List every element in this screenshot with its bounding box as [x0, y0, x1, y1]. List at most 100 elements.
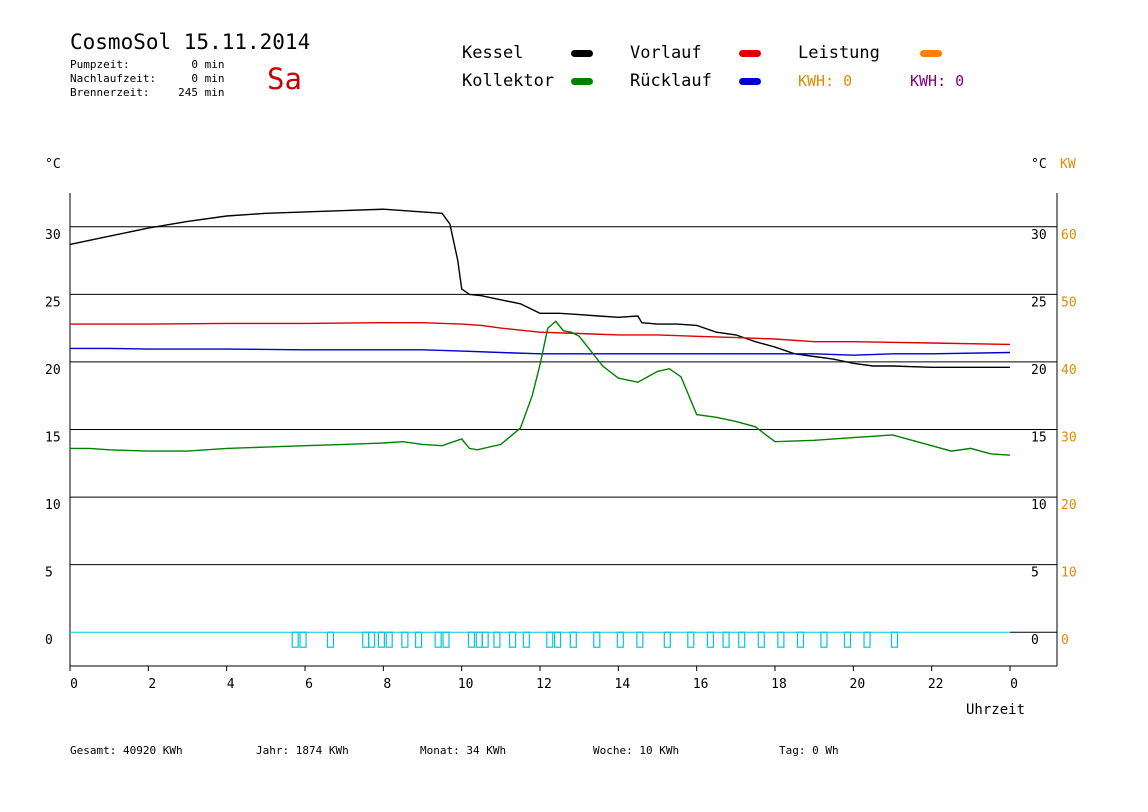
- series-lines: [69, 208, 1011, 456]
- pump-pulse: [481, 631, 489, 648]
- series-line-rcklauf: [70, 347, 1011, 356]
- y2-tick-label: 30: [1061, 431, 1077, 446]
- y2-tick-label: 10: [1061, 566, 1077, 581]
- x-tick-label: 20: [850, 677, 866, 692]
- pump-pulse: [706, 631, 714, 648]
- footer-label: Tag:: [779, 744, 806, 757]
- legend-leistung-label: Leistung: [798, 43, 880, 63]
- y-axis-label-right: °C: [1031, 157, 1047, 172]
- pump-pulse: [554, 631, 562, 648]
- pump-pulse: [663, 631, 671, 648]
- y-tick-label-right: 10: [1031, 498, 1047, 513]
- pump-pulse: [442, 631, 450, 648]
- stat-unit: min: [204, 86, 225, 99]
- pump-pulse: [616, 631, 624, 648]
- kwh-purple-readout: KWH: 0: [910, 72, 965, 90]
- pump-pulse: [434, 631, 442, 648]
- x-tick-label: 10: [458, 677, 474, 692]
- y-tick-label-right: 20: [1031, 363, 1047, 378]
- pump-pulse: [687, 631, 695, 648]
- series-line-vorlauf: [70, 322, 1011, 346]
- y-tick-label-left: 0: [45, 633, 53, 648]
- pump-pulse: [385, 631, 393, 648]
- stat-value: 0: [191, 58, 198, 71]
- stat-pumpzeit: Pumpzeit: 0 min: [70, 58, 225, 71]
- pump-pulse: [508, 631, 517, 648]
- x-tick-label: 18: [771, 677, 787, 692]
- pump-pulse: [777, 631, 785, 648]
- y-tick-label-right: 15: [1031, 431, 1047, 446]
- pump-pulse: [299, 631, 307, 648]
- x-tick-label: 6: [305, 677, 313, 692]
- chart-axes: [69, 193, 1058, 671]
- stat-label: Brennerzeit:: [70, 86, 150, 99]
- stat-value: 0: [191, 72, 198, 85]
- kwh-orange-readout: KWH: 0: [798, 72, 853, 90]
- y-tick-label-right: 30: [1031, 228, 1047, 243]
- pump-pulse: [843, 631, 852, 648]
- pump-pulse: [593, 631, 601, 648]
- legend-kollektor-label: Kollektor: [462, 71, 555, 91]
- pump-pulse: [291, 631, 299, 648]
- y-tick-label-right: 25: [1031, 295, 1047, 310]
- pump-pulse: [377, 631, 385, 648]
- footer-value: 1874 KWh: [295, 744, 349, 757]
- footer-value: 34 KWh: [466, 744, 507, 757]
- pump-pulse: [796, 631, 805, 648]
- x-tick-label: 0: [1010, 677, 1018, 692]
- y-tick-label-left: 20: [45, 363, 61, 378]
- footer-gesamt: Gesamt: 40920 KWh: [70, 744, 183, 757]
- pump-pulse: [362, 631, 370, 648]
- pump-pulse: [738, 631, 746, 648]
- chart-grid: [70, 226, 1057, 566]
- y-tick-label-right: 0: [1031, 633, 1039, 648]
- y-tick-label-left: 25: [45, 295, 61, 310]
- footer-label: Woche:: [593, 744, 633, 757]
- pump-pulse: [467, 631, 476, 648]
- footer-label: Gesamt:: [70, 744, 117, 757]
- footer-value: 0 Wh: [812, 744, 839, 757]
- x-tick-label: 4: [227, 677, 235, 692]
- x-tick-label: 22: [928, 677, 944, 692]
- footer-jahr: Jahr: 1874 KWh: [256, 744, 349, 757]
- pump-pulse: [522, 631, 530, 648]
- pump-pulse: [820, 631, 828, 648]
- y2-tick-label: 20: [1061, 498, 1077, 513]
- pump-pulse: [757, 631, 765, 648]
- pump-pulse: [367, 631, 376, 648]
- y-axis-label-left: °C: [45, 157, 61, 172]
- y2-tick-label: 0: [1061, 633, 1069, 648]
- series-line-kollektor: [70, 320, 1011, 456]
- stat-value: 245: [178, 86, 198, 99]
- pump-pulse: [722, 631, 730, 648]
- footer-label: Jahr:: [256, 744, 290, 757]
- legend-kollektor-swatch: [571, 78, 593, 85]
- legend-kessel-swatch: [571, 50, 593, 57]
- stat-nachlaufzeit: Nachlaufzeit: 0 min: [70, 72, 225, 85]
- y-tick-label-left: 10: [45, 498, 61, 513]
- pump-pulse: [636, 631, 644, 648]
- x-tick-label: 12: [536, 677, 552, 692]
- pump-pulse: [890, 631, 899, 648]
- legend-vorlauf-swatch: [739, 50, 761, 57]
- legend-ruecklauf-label: Rücklauf: [630, 71, 712, 91]
- pump-pulse: [401, 631, 409, 648]
- axis-labels: 0 2 4 6 8 10 12 14 16 18 20 22 0 0 5 10 15 20 25 30 0 5 10 15 20…: [45, 157, 1077, 718]
- footer-tag: Tag: 0 Wh: [779, 744, 839, 757]
- x-tick-label: 0: [70, 677, 78, 692]
- stat-unit: min: [204, 72, 225, 85]
- page-title: CosmoSol 15.11.2014: [70, 30, 311, 54]
- pump-pulse: [475, 631, 483, 648]
- pump-pulse: [326, 631, 335, 648]
- legend-kessel-label: Kessel: [462, 43, 524, 63]
- x-axis-label: Uhrzeit: [966, 702, 1025, 718]
- y2-tick-label: 50: [1061, 295, 1077, 310]
- legend-vorlauf-label: Vorlauf: [630, 43, 702, 63]
- legend-ruecklauf-swatch: [739, 78, 761, 85]
- footer-label: Monat:: [420, 744, 460, 757]
- pump-pulse: [863, 631, 871, 648]
- stat-brennerzeit: Brennerzeit: 245 min: [70, 86, 225, 99]
- weekday-label: Sa: [267, 62, 302, 96]
- y-tick-label-left: 30: [45, 228, 61, 243]
